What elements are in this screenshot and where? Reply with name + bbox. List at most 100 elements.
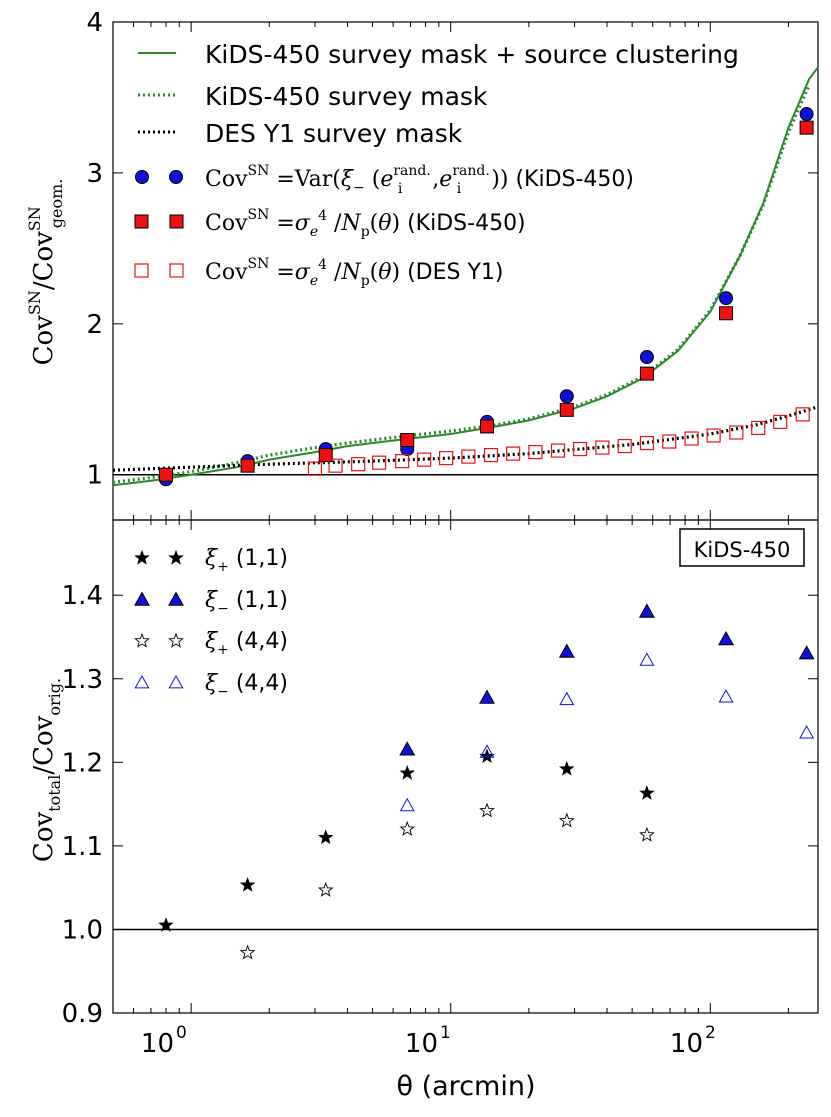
open-triangle-marker [799,725,815,739]
open-square-marker [639,435,655,451]
y-tick-label: 1.3 [62,665,103,695]
open-star-marker [639,826,655,842]
x-tick-label-1e0: 10 0 [141,1023,187,1059]
y-tick-label: 1.0 [62,915,103,945]
top-y-ticks: 1 2 3 4 [86,8,818,491]
open-square-marker [483,448,499,463]
open-square-marker [706,428,721,443]
square-marker [719,306,734,321]
open-square-marker [439,451,454,466]
y-tick-label: 1.1 [62,832,103,862]
legend-circle-marker [169,170,183,184]
filled-triangle-marker [638,603,655,618]
x-tick-exponent: 1 [440,1023,451,1043]
square-marker [158,467,173,482]
kids-annotation-box: KiDS-450 [679,528,805,567]
circle-marker [639,350,654,365]
annotation-label: KiDS-450 [694,538,791,562]
x-tick-label-1e2: 10 2 [670,1023,716,1059]
open-triangle-marker [718,689,734,703]
open-star-marker [399,820,416,836]
open-star-marker [239,944,256,960]
x-axis-label: θ (arcmin) [397,1071,536,1102]
y-tick-label: 1.2 [62,748,103,778]
open-triangle-marker [399,797,415,812]
bottom-y-ticks: 0.9 1.0 1.1 1.2 1.3 1.4 [62,581,818,1029]
square-marker [559,402,574,417]
legend-entry-xi-minus-44: ξ− (4,4) [134,671,288,700]
legend-entry-np-des: CovSN =σe4 /Np(θ) (DES Y1) [134,256,504,289]
bottom-markers [158,603,815,960]
open-square-marker [773,414,788,430]
legend-open-triangle-markers [134,674,184,689]
legend-entry-des-mask: DES Y1 survey mask [138,119,463,148]
legend-entry-source-clustering: KiDS-450 survey mask + source clustering [138,40,739,69]
open-triangle-marker [479,744,495,758]
filled-star-marker [559,760,575,776]
open-square-marker [617,438,632,454]
open-square-marker [729,425,744,440]
circle-marker [559,389,574,404]
legend-label: CovSN =σe4 /Np(θ) (DES Y1) [205,256,504,289]
legend-entry-kids-mask: KiDS-450 survey mask [138,82,488,111]
square-marker [240,458,255,473]
legend-square-marker [169,214,184,229]
x-ticks [112,22,789,1013]
filled-triangle-marker [168,591,184,606]
filled-star-marker [399,765,415,780]
open-star-marker [558,812,575,828]
legend-label: KiDS-450 survey mask + source clustering [205,40,739,69]
series-line [112,405,819,472]
y-tick-label: 3 [86,159,103,189]
legend-label: DES Y1 survey mask [205,119,463,148]
open-star-marker [317,881,334,897]
filled-star-marker [168,549,184,565]
y-tick-label: 1 [86,461,103,491]
top-y-axis-label: CovSN/CovSN geom. [25,179,66,366]
legend-square-marker [134,214,149,229]
open-triangle-marker [559,691,575,706]
top-markers [158,107,814,487]
open-square-marker [372,455,387,470]
legend-open-square-marker [169,263,184,278]
open-square-marker [351,457,366,472]
filled-triangle-marker [134,591,150,606]
legend-label: ξ+ (4,4) [205,629,288,658]
open-triangle-marker [134,674,150,689]
legend-entry-xi-plus-44: ξ+ (4,4) [134,629,288,658]
filled-triangle-marker [399,741,416,756]
open-triangle-marker [639,652,655,666]
square-marker [639,366,654,381]
y-tick-label: 0.9 [62,999,103,1029]
legend-entry-xi-plus-11: ξ+ (1,1) [134,546,288,575]
filled-triangle-marker [479,689,495,704]
bottom-panel: 0.9 1.0 1.1 1.2 1.3 1.4 KiDS-450 ξ+ (1,1) ξ− … [29,519,819,1029]
legend-open-star-markers [134,632,184,648]
top-legend: KiDS-450 survey mask + source clustering… [134,40,739,289]
open-square-marker [684,431,699,446]
x-tick-exponent: 0 [176,1023,187,1043]
open-square-marker [662,434,677,449]
legend-entry-var-kids: CovSN =Var(ξ− (erand. i ,erand. i)) (KiDS-4… [135,163,634,197]
open-square-marker [751,420,766,436]
y-tick-label: 2 [86,310,103,340]
bottom-legend: ξ+ (1,1) ξ− (1,1) ξ+ (4,4) ξ− (4,4) [134,546,288,700]
open-square-marker [595,440,610,455]
legend-entry-np-kids: CovSN =σe4 /Np(θ) (KiDS-450) [134,207,526,240]
open-square-marker [572,441,588,457]
legend-label: ξ− (4,4) [205,671,288,700]
open-square-marker [506,446,521,461]
filled-triangle-marker [798,645,815,660]
x-tick-label: 10 [405,1029,438,1059]
open-star-marker [168,632,184,648]
legend-circle-marker [135,170,149,184]
filled-star-marker [318,829,334,845]
legend-label: ξ+ (1,1) [205,546,288,575]
open-square-marker [550,443,566,458]
circle-marker [719,291,734,306]
annotation-frame [679,528,805,567]
legend-entry-xi-minus-11: ξ− (1,1) [134,588,288,617]
open-square-marker [395,454,410,469]
open-star-marker [479,802,495,818]
open-square-marker [417,452,432,467]
